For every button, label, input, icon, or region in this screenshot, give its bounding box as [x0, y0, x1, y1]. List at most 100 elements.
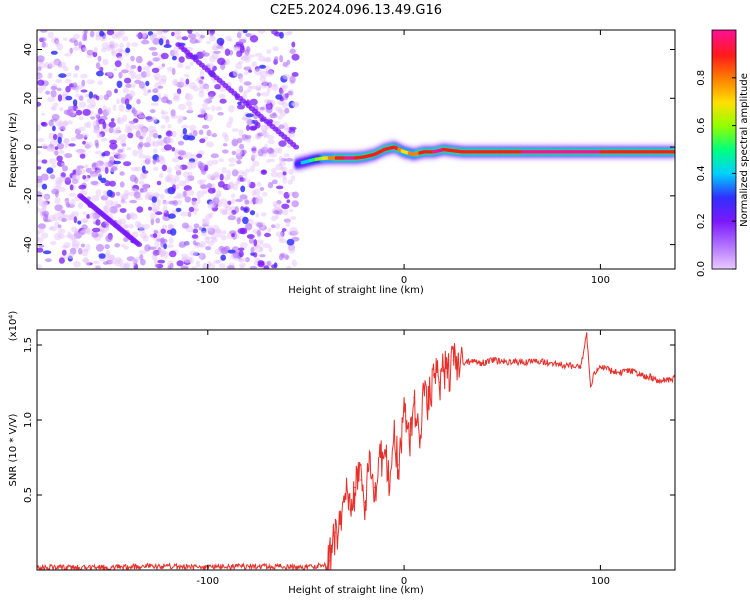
- colorbar-step: [712, 151, 736, 155]
- colorbar-step: [712, 241, 736, 244]
- noise-blob: [171, 184, 177, 192]
- noise-blob: [209, 32, 214, 37]
- colorbar-step: [712, 117, 736, 121]
- noise-blob: [141, 130, 146, 139]
- noise-blob: [205, 85, 210, 92]
- noise-blob: [78, 184, 87, 190]
- noise-blob: [151, 51, 158, 57]
- noise-blob: [117, 148, 124, 153]
- noise-blob: [57, 126, 63, 130]
- noise-blob: [69, 47, 73, 54]
- noise-blob: [187, 30, 193, 34]
- noise-blob: [82, 108, 91, 116]
- noise-blob: [177, 63, 184, 69]
- colorbar-step: [712, 261, 736, 264]
- noise-blob: [105, 224, 110, 231]
- colorbar-step: [712, 169, 736, 173]
- colorbar-step: [712, 207, 736, 210]
- noise-blob: [71, 211, 79, 218]
- streak-blob: [293, 144, 300, 150]
- noise-blob: [228, 157, 237, 163]
- noise-blob: [161, 164, 168, 172]
- noise-blob: [134, 74, 143, 80]
- noise-blob: [41, 183, 48, 190]
- noise-blob: [222, 209, 228, 215]
- noise-blob: [125, 47, 131, 54]
- noise-blob: [224, 134, 229, 143]
- colorbar-step: [712, 143, 736, 147]
- noise-blob: [144, 155, 152, 160]
- noise-blob: [134, 177, 139, 184]
- noise-blob: [276, 172, 283, 178]
- noise-blob: [102, 105, 108, 110]
- noise-blob: [130, 188, 138, 192]
- noise-blob: [82, 33, 87, 42]
- noise-blob: [73, 39, 79, 47]
- noise-blob: [171, 55, 177, 61]
- snr-y-ticks: 0.5 1.0 1.5: [23, 337, 675, 503]
- noise-blob: [54, 197, 61, 205]
- noise-blob: [62, 66, 69, 72]
- noise-blob: [200, 34, 205, 39]
- noise-blob: [288, 209, 294, 213]
- noise-blob: [100, 137, 108, 142]
- noise-blob: [277, 146, 283, 154]
- noise-blob: [82, 219, 88, 223]
- noise-blob: [268, 246, 273, 253]
- noise-blob: [160, 250, 165, 258]
- noise-blob: [280, 166, 285, 171]
- noise-blob: [271, 168, 277, 173]
- noise-blob: [115, 191, 121, 197]
- noise-blob: [267, 139, 275, 145]
- noise-blob: [289, 48, 296, 54]
- y-tick-label: 40: [23, 43, 34, 56]
- noise-blob: [256, 229, 262, 237]
- colorbar-step: [712, 51, 736, 55]
- noise-blob: [69, 184, 74, 191]
- colorbar-step: [712, 227, 736, 230]
- noise-blob: [178, 56, 185, 63]
- noise-blob: [109, 180, 116, 187]
- noise-blob: [222, 143, 228, 147]
- noise-blob: [101, 42, 109, 50]
- colorbar-step: [712, 211, 736, 214]
- noise-blob: [220, 46, 225, 51]
- noise-blob: [139, 253, 144, 261]
- noise-blob: [176, 88, 182, 95]
- noise-blob: [100, 177, 107, 183]
- noise-blob: [103, 205, 112, 213]
- y-tick-label: -20: [23, 188, 34, 204]
- noise-blob: [80, 73, 88, 79]
- noise-blob: [180, 265, 189, 269]
- snr-data-point: [458, 371, 460, 373]
- colorbar-step: [712, 99, 736, 103]
- snr-data-point: [397, 464, 399, 466]
- x-tick-label: -100: [196, 275, 219, 286]
- snr-data-point: [368, 464, 370, 466]
- colorbar-step: [712, 251, 736, 254]
- noise-blob: [142, 66, 150, 71]
- noise-blob: [208, 35, 216, 42]
- noise-blob: [231, 169, 239, 177]
- colorbar-step: [712, 265, 736, 268]
- colorbar-step: [712, 185, 736, 188]
- noise-blob: [75, 93, 80, 98]
- noise-blob: [198, 162, 206, 170]
- noise-blob: [228, 211, 233, 216]
- noise-blob: [41, 159, 48, 164]
- noise-blob: [130, 64, 137, 69]
- noise-blob: [41, 143, 48, 149]
- noise-blob: [121, 143, 127, 147]
- noise-blob: [198, 129, 204, 135]
- colorbar-step: [712, 137, 736, 141]
- noise-blob: [227, 215, 236, 221]
- noise-blob: [212, 43, 219, 51]
- noise-blob: [244, 90, 250, 94]
- noise-blob: [41, 112, 45, 117]
- noise-blob: [187, 211, 192, 217]
- noise-blob: [107, 71, 113, 77]
- noise-blob: [221, 166, 227, 174]
- noise-blob: [61, 249, 67, 256]
- colorbar-step: [712, 109, 736, 113]
- noise-blob: [289, 75, 296, 84]
